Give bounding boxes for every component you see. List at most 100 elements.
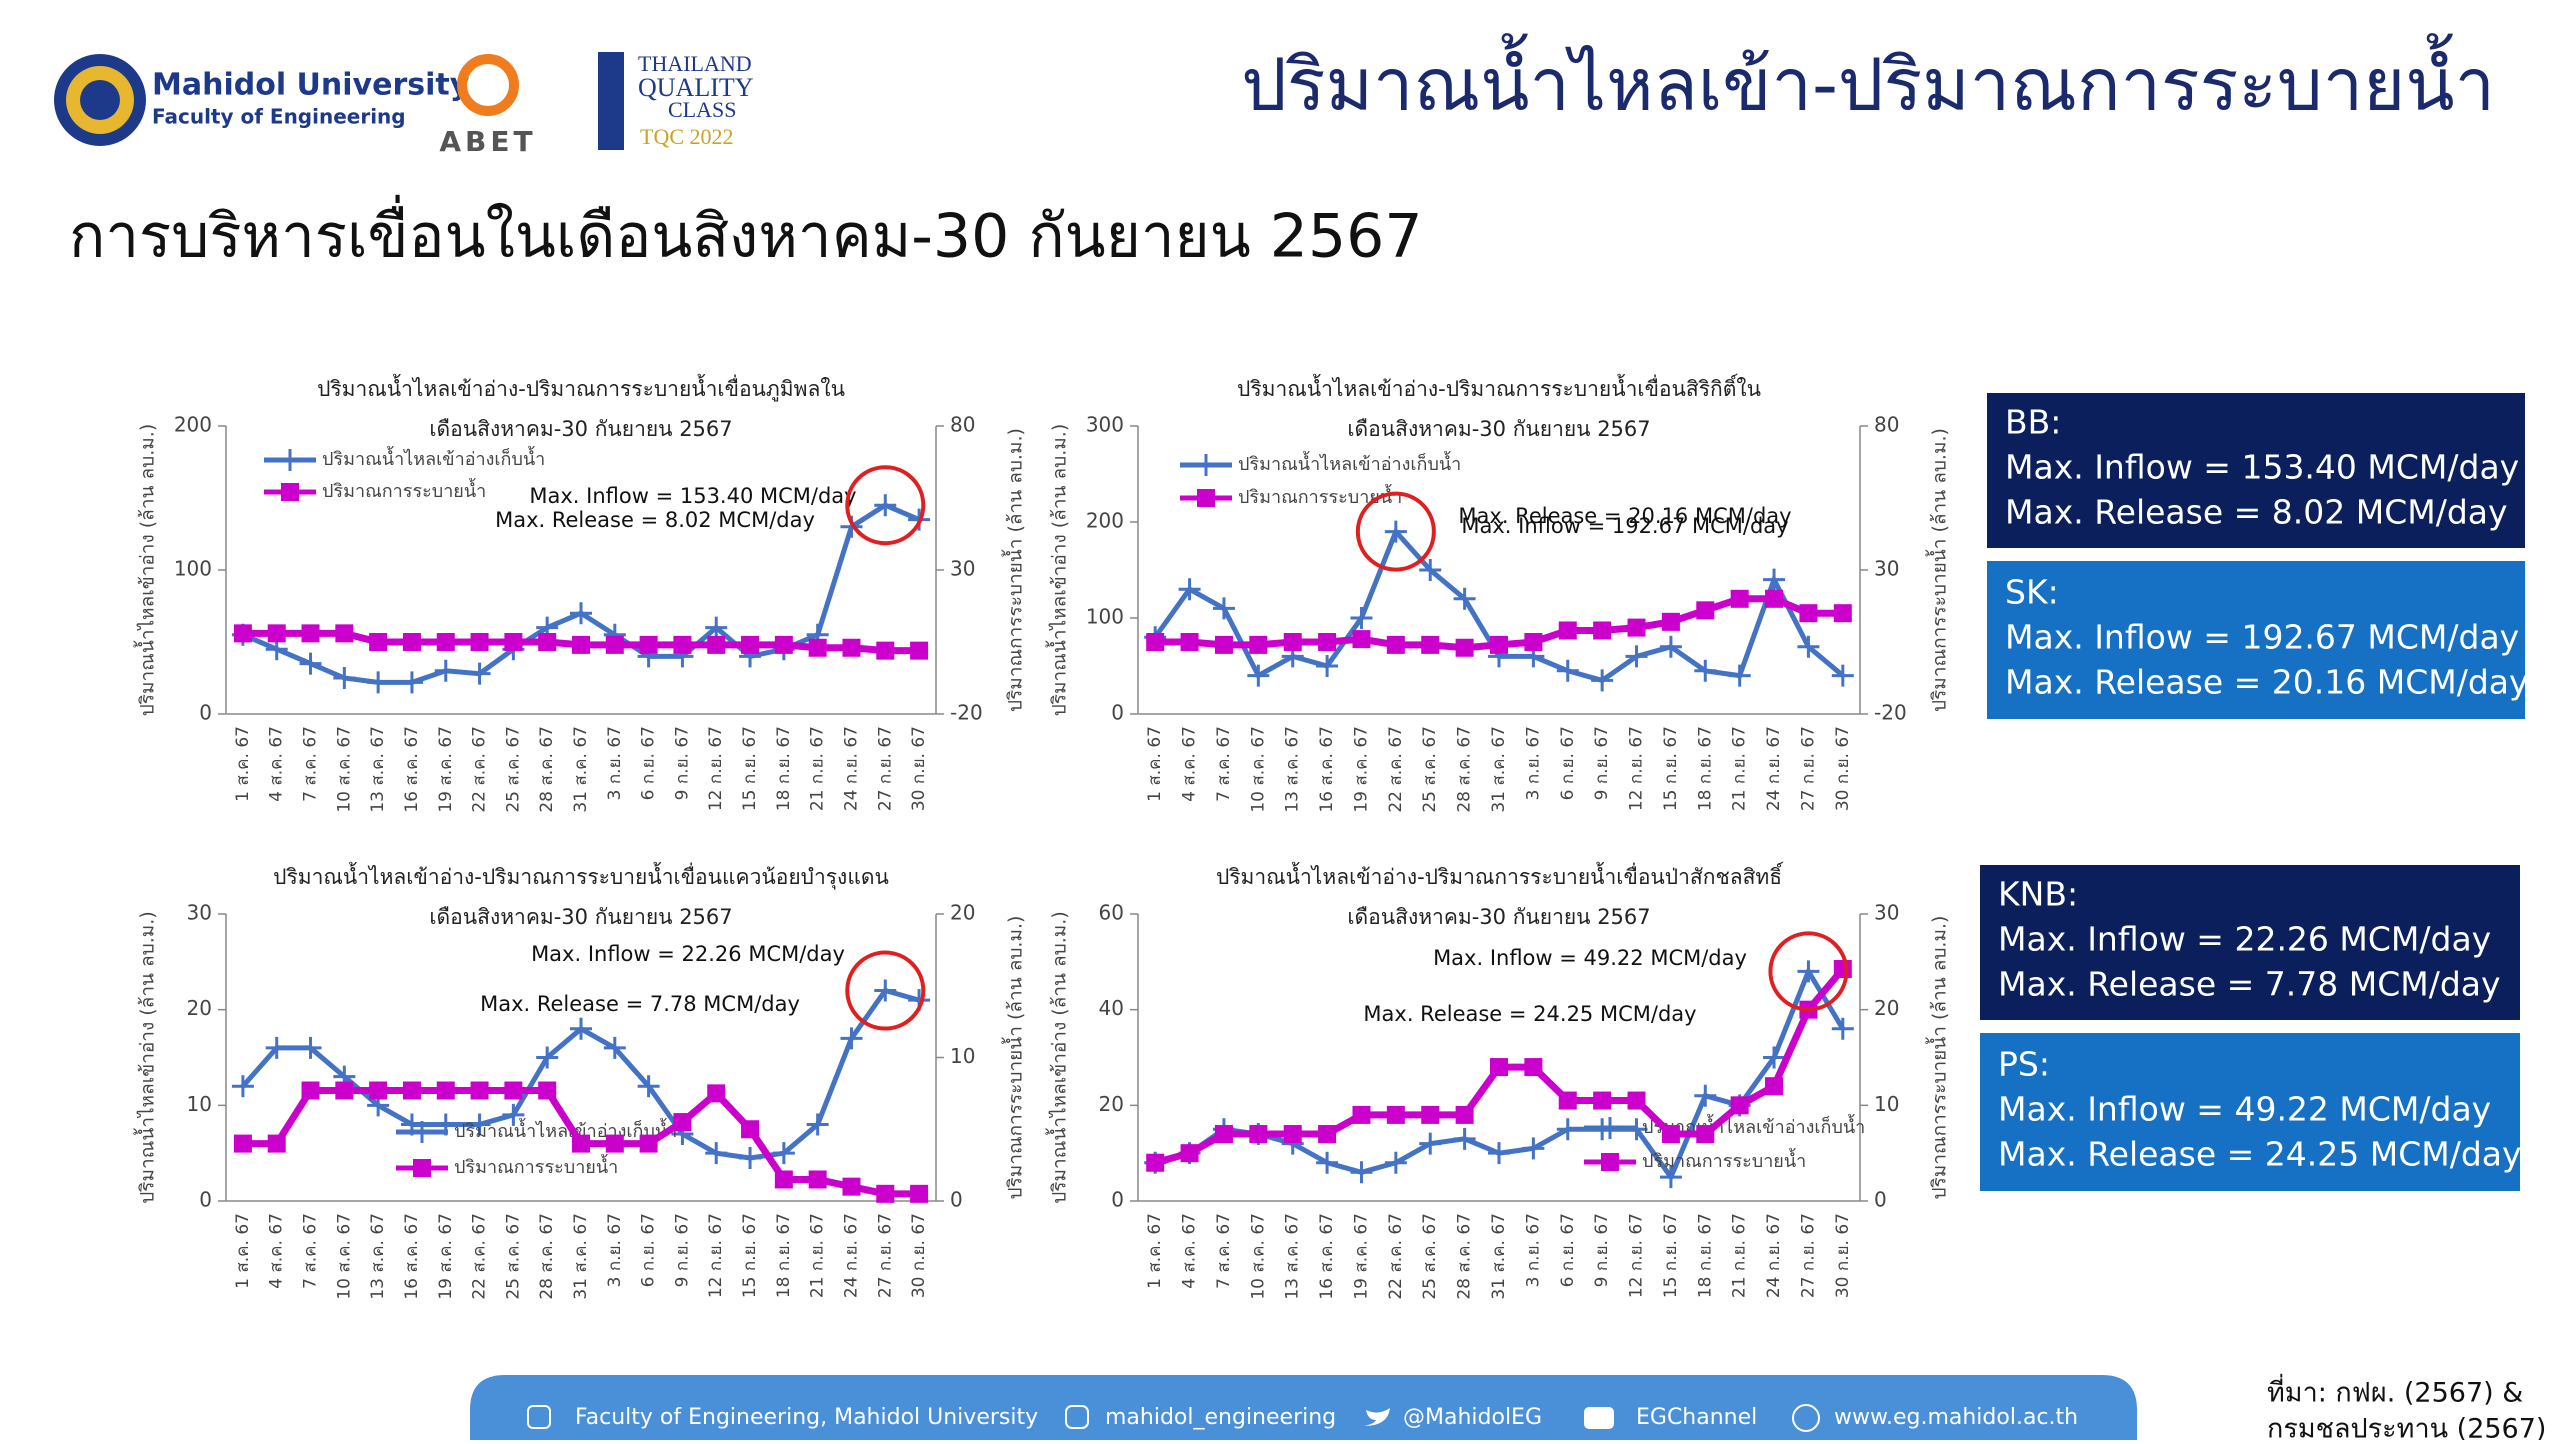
seal-core bbox=[80, 80, 120, 120]
footer-link[interactable]: @MahidolEG bbox=[1403, 1405, 1542, 1430]
y-tick-label: 30 bbox=[187, 901, 212, 925]
annotation: Max. Inflow = 22.26 MCM/day bbox=[531, 942, 845, 966]
legend-marker bbox=[1601, 1153, 1619, 1171]
marker bbox=[1661, 612, 1680, 631]
marker bbox=[1384, 520, 1407, 543]
highlight-circle bbox=[1768, 931, 1849, 1012]
x-tick-label: 24 ก.ย. 67 bbox=[1764, 1213, 1784, 1298]
marker bbox=[572, 635, 590, 654]
marker bbox=[400, 671, 423, 694]
marker bbox=[570, 1017, 592, 1040]
x-tick-label: 28 ส.ค. 67 bbox=[537, 1213, 557, 1300]
y2-tick-label: 80 bbox=[950, 413, 975, 437]
x-tick-label: 9 ก.ย. 67 bbox=[1592, 726, 1612, 800]
x-tick-label: 21 ก.ย. 67 bbox=[1730, 1213, 1750, 1298]
marker bbox=[876, 1184, 895, 1203]
annotation: Max. Inflow = 49.22 MCM/day bbox=[1433, 946, 1747, 970]
marker bbox=[1694, 1084, 1717, 1107]
x-tick-label: 27 ก.ย. 67 bbox=[875, 1213, 895, 1298]
marker bbox=[299, 1036, 322, 1059]
x-tick-label: 16 ส.ค. 67 bbox=[402, 1213, 422, 1300]
marker bbox=[367, 671, 390, 694]
marker bbox=[705, 616, 728, 639]
marker bbox=[605, 1134, 624, 1153]
marker bbox=[1593, 621, 1612, 640]
marker bbox=[910, 1184, 929, 1203]
highlight-circle bbox=[1355, 491, 1436, 572]
summary-line: Max. Inflow = 22.26 MCM/day bbox=[1998, 920, 2491, 959]
footer-link[interactable]: EGChannel bbox=[1636, 1405, 1757, 1430]
footer-link[interactable]: www.eg.mahidol.ac.th bbox=[1834, 1405, 2078, 1430]
x-tick-label: 12 ก.ย. 67 bbox=[1627, 1213, 1647, 1298]
footer-link[interactable]: Faculty of Engineering, Mahidol Universi… bbox=[575, 1405, 1038, 1430]
x-tick-label: 22 ส.ค. 67 bbox=[1386, 726, 1406, 813]
marker bbox=[1453, 587, 1476, 610]
marker bbox=[1763, 1046, 1786, 1069]
marker bbox=[1350, 1161, 1373, 1184]
x-tick-label: 13 ส.ค. 67 bbox=[1283, 1213, 1303, 1300]
marker bbox=[1591, 669, 1614, 692]
summary-text: BB: Max. Inflow = 153.40 MCM/day Max. Re… bbox=[1998, 403, 2529, 1174]
legend-marker bbox=[1197, 489, 1215, 507]
x-tick-label: 7 ส.ค. 67 bbox=[1214, 726, 1234, 802]
marker bbox=[741, 635, 760, 654]
highlight-circle bbox=[845, 465, 926, 546]
marker bbox=[1627, 1091, 1646, 1110]
marker bbox=[1318, 1125, 1337, 1144]
marker bbox=[1453, 1127, 1476, 1150]
summary-line: Max. Inflow = 49.22 MCM/day bbox=[1998, 1090, 2491, 1129]
faculty: Faculty of Engineering bbox=[152, 105, 406, 129]
marker bbox=[233, 1134, 252, 1153]
marker bbox=[1659, 1166, 1682, 1189]
marker bbox=[335, 1081, 354, 1100]
marker bbox=[639, 1134, 658, 1153]
x-tick-label: 9 ก.ย. 67 bbox=[1592, 1213, 1612, 1287]
y2-tick-label: 10 bbox=[950, 1044, 975, 1068]
marker bbox=[1694, 659, 1717, 682]
legend-label: ปริมาณน้ำไหลเข้าอ่างเก็บน้ำ bbox=[322, 446, 545, 470]
marker bbox=[335, 624, 354, 643]
annotation: Max. Release = 20.16 MCM/day bbox=[1458, 504, 1791, 528]
x-tick-label: 16 ส.ค. 67 bbox=[1317, 726, 1337, 813]
y-tick-label: 0 bbox=[1111, 1188, 1124, 1212]
x-tick-label: 22 ส.ค. 67 bbox=[470, 726, 490, 813]
marker bbox=[1180, 1144, 1199, 1163]
marker bbox=[1831, 1017, 1854, 1040]
marker bbox=[301, 1081, 320, 1100]
annotation: Max. Inflow = 192.67 MCM/day bbox=[1461, 514, 1788, 538]
summary-box bbox=[1980, 1033, 2520, 1191]
marker bbox=[874, 979, 897, 1002]
footer-link[interactable]: mahidol_engineering bbox=[1105, 1405, 1336, 1430]
source: ที่มา: กฟผ. (2567) & bbox=[2267, 1374, 2523, 1409]
marker bbox=[806, 1113, 829, 1136]
marker bbox=[1146, 1153, 1165, 1172]
x-tick-label: 12 ก.ย. 67 bbox=[706, 1213, 726, 1298]
marker bbox=[1386, 1105, 1405, 1124]
legend-marker bbox=[281, 483, 299, 501]
marker bbox=[538, 1081, 557, 1100]
marker bbox=[1316, 655, 1339, 677]
x-tick-label: 3 ก.ย. 67 bbox=[1523, 726, 1543, 800]
x-tick-label: 31 ส.ค. 67 bbox=[571, 1213, 591, 1300]
marker bbox=[369, 633, 388, 651]
x-tick-label: 1 ส.ค. 67 bbox=[1145, 1213, 1165, 1289]
highlight-circle bbox=[845, 950, 926, 1031]
y2-tick-label: 0 bbox=[950, 1188, 963, 1212]
x-tick-label: 4 ส.ค. 67 bbox=[267, 726, 287, 802]
chart-subtitle: เดือนสิงหาคม-30 กันยายน 2567 bbox=[1347, 905, 1650, 929]
marker bbox=[842, 1177, 861, 1196]
marker bbox=[1419, 559, 1442, 581]
x-tick-label: 7 ส.ค. 67 bbox=[301, 1213, 321, 1289]
x-tick-label: 6 ก.ย. 67 bbox=[1558, 1213, 1578, 1287]
marker bbox=[1419, 1132, 1442, 1155]
x-tick-label: 28 ส.ค. 67 bbox=[1455, 726, 1475, 813]
legend-label: ปริมาณการระบายน้ำ bbox=[1238, 484, 1402, 508]
legend-label: ปริมาณการระบายน้ำ bbox=[454, 1154, 618, 1178]
marker bbox=[1696, 1125, 1715, 1144]
marker bbox=[1556, 659, 1579, 682]
x-tick-label: 21 ก.ย. 67 bbox=[808, 726, 828, 811]
x-tick-label: 15 ก.ย. 67 bbox=[740, 1213, 760, 1298]
y-axis-label: ปริมาณน้ำไหลเข้าอ่าง (ล้าน ลบ.ม.) bbox=[134, 911, 159, 1204]
y-axis-label: ปริมาณน้ำไหลเข้าอ่าง (ล้าน ลบ.ม.) bbox=[134, 424, 159, 717]
x-tick-label: 27 ก.ย. 67 bbox=[875, 726, 895, 811]
